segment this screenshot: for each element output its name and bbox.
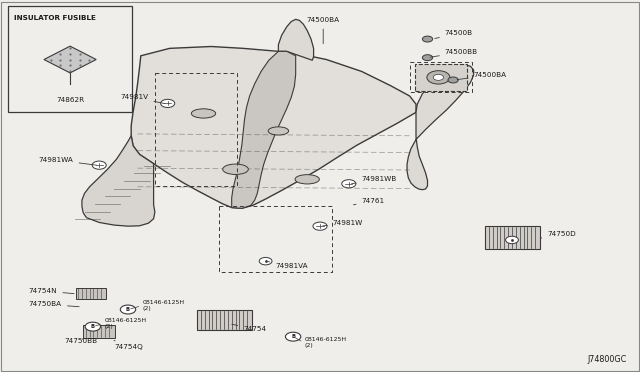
Text: 74500B: 74500B <box>435 31 473 38</box>
Circle shape <box>285 332 301 341</box>
Circle shape <box>259 257 272 265</box>
Circle shape <box>92 161 106 169</box>
Text: 74761: 74761 <box>353 198 385 205</box>
Circle shape <box>120 305 136 314</box>
Text: 74981W: 74981W <box>323 220 363 226</box>
Ellipse shape <box>295 175 319 184</box>
Text: 74750BA: 74750BA <box>29 301 79 307</box>
Text: 08146-6125H
(2): 08146-6125H (2) <box>104 318 147 329</box>
Polygon shape <box>278 19 314 60</box>
Circle shape <box>342 180 356 188</box>
Polygon shape <box>44 46 96 73</box>
Polygon shape <box>82 136 155 226</box>
Circle shape <box>433 74 444 80</box>
Bar <box>197 310 252 330</box>
Ellipse shape <box>191 109 216 118</box>
Text: 08146-6125H
(2): 08146-6125H (2) <box>305 337 347 348</box>
Text: 74750D: 74750D <box>540 231 576 238</box>
Text: INSULATOR FUSIBLE: INSULATOR FUSIBLE <box>14 15 96 21</box>
Bar <box>485 226 540 249</box>
Circle shape <box>161 99 175 108</box>
Text: B: B <box>91 324 95 329</box>
Text: 74754Q: 74754Q <box>114 340 143 350</box>
Text: 74754N: 74754N <box>29 288 74 294</box>
Text: 74981WB: 74981WB <box>351 176 397 184</box>
Polygon shape <box>232 51 296 208</box>
Bar <box>83 325 115 338</box>
Text: 74500BA: 74500BA <box>307 17 340 44</box>
Circle shape <box>313 222 327 230</box>
Circle shape <box>427 71 450 84</box>
Circle shape <box>422 55 433 61</box>
Circle shape <box>85 322 100 331</box>
Text: 74981VA: 74981VA <box>268 262 308 269</box>
Text: 08146-6125H
(2): 08146-6125H (2) <box>143 300 185 311</box>
Text: 74862R: 74862R <box>56 97 84 103</box>
Text: B: B <box>126 307 130 312</box>
Circle shape <box>448 77 458 83</box>
Ellipse shape <box>223 164 248 174</box>
Ellipse shape <box>268 127 289 135</box>
Text: B: B <box>291 334 295 339</box>
Text: 74500BB: 74500BB <box>430 49 478 57</box>
Text: 74981V: 74981V <box>120 94 165 104</box>
Circle shape <box>506 236 518 244</box>
Text: 74754: 74754 <box>232 324 266 332</box>
Text: 74981WA: 74981WA <box>39 157 97 165</box>
Text: 74500BA: 74500BA <box>457 72 507 80</box>
Polygon shape <box>407 65 474 190</box>
Text: 74750BB: 74750BB <box>64 339 97 344</box>
Circle shape <box>422 36 433 42</box>
Bar <box>76 288 106 299</box>
Polygon shape <box>131 46 416 208</box>
Text: J74800GC: J74800GC <box>588 355 627 364</box>
Bar <box>8 6 132 112</box>
Bar <box>415 64 467 91</box>
